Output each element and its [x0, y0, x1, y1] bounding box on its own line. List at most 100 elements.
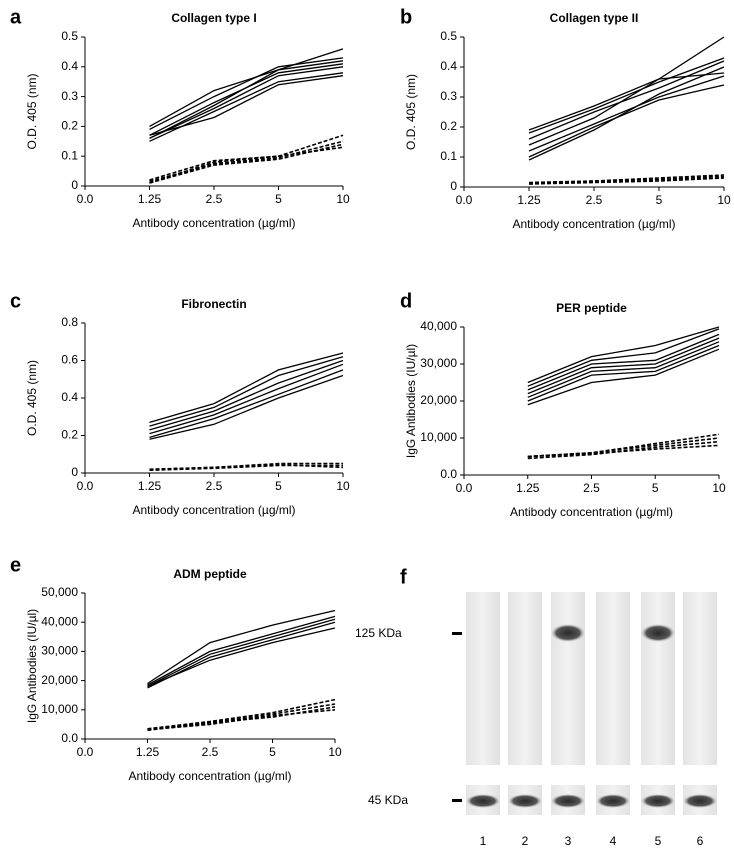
lane-label: 4	[610, 834, 617, 848]
y-tick-label: 0	[450, 179, 457, 193]
chart-title: PER peptide	[556, 301, 627, 315]
y-axis-label: IgG Antibodies (IU/µl)	[404, 344, 418, 458]
x-tick-label: 10	[336, 479, 350, 493]
x-axis-label: Antibody concentration (µg/ml)	[510, 505, 673, 519]
x-tick-label: 2.5	[586, 193, 603, 207]
data-line	[527, 433, 720, 458]
blot-band	[641, 624, 675, 642]
data-line	[527, 444, 720, 458]
lane-label: 2	[522, 834, 529, 848]
data-line	[149, 48, 344, 127]
y-tick-label: 0	[71, 465, 78, 479]
y-tick-label: 0.2	[61, 428, 78, 442]
x-tick-label: 5	[269, 745, 276, 759]
lane-label: 3	[565, 834, 572, 848]
data-line	[527, 348, 720, 406]
blot-band	[551, 794, 585, 808]
data-line	[149, 72, 344, 142]
blot-band	[683, 794, 717, 808]
data-line	[149, 369, 344, 439]
panel-letter: f	[400, 566, 407, 588]
y-tick-label: 0.3	[61, 89, 78, 103]
data-line	[147, 609, 336, 685]
chart-title: ADM peptide	[173, 567, 247, 581]
lane-label: 1	[480, 834, 487, 848]
x-tick-label: 0.0	[77, 479, 94, 493]
lane-label: 5	[655, 834, 662, 848]
y-tick-label: 50,000	[41, 585, 78, 599]
data-line	[527, 326, 720, 384]
y-tick-label: 30,000	[420, 356, 457, 370]
panel-letter: a	[10, 6, 22, 28]
marker-dash	[452, 632, 462, 635]
data-line	[147, 709, 336, 731]
x-axis-label: Antibody concentration (µg/ml)	[513, 217, 676, 231]
y-tick-label: 10,000	[41, 702, 78, 716]
data-line	[147, 615, 336, 686]
data-line	[147, 618, 336, 687]
data-line	[147, 627, 336, 687]
y-tick-label: 0.4	[61, 390, 78, 404]
panel-letter: b	[400, 6, 412, 28]
y-tick-label: 20,000	[420, 393, 457, 407]
data-line	[147, 703, 336, 731]
blot-lane	[683, 592, 717, 765]
x-tick-label: 1.25	[517, 193, 541, 207]
data-line	[528, 72, 725, 146]
panel-letter: d	[400, 290, 412, 312]
data-line	[527, 328, 720, 387]
data-line	[149, 140, 344, 183]
x-tick-label: 1.25	[136, 745, 160, 759]
y-axis-label: O.D. 405 (nm)	[25, 73, 39, 149]
x-tick-label: 1.25	[516, 481, 540, 495]
data-line	[528, 57, 725, 134]
data-line	[149, 57, 344, 130]
y-tick-label: 0.5	[440, 29, 457, 43]
data-line	[527, 341, 720, 398]
x-tick-label: 2.5	[206, 192, 223, 206]
y-tick-label: 0.6	[61, 353, 78, 367]
data-line	[528, 75, 725, 152]
chart: b Collagen type II Antibody concentration …	[400, 6, 731, 231]
data-line	[528, 60, 725, 140]
chart-title: Collagen type I	[171, 11, 256, 25]
y-axis-label: O.D. 405 (nm)	[404, 74, 418, 150]
data-line	[147, 621, 336, 689]
data-line	[527, 333, 720, 391]
data-line	[528, 177, 725, 185]
y-tick-label: 0	[71, 178, 78, 192]
data-line	[149, 463, 344, 471]
y-tick-label: 0.1	[440, 149, 457, 163]
data-line	[147, 706, 336, 731]
x-axis-label: Antibody concentration (µg/ml)	[129, 769, 292, 783]
chart: c Fibronectin Antibody concentration (µg/m…	[10, 290, 350, 517]
y-tick-label: 0.3	[440, 89, 457, 103]
y-tick-label: 40,000	[41, 614, 78, 628]
y-tick-label: 0.0	[61, 731, 78, 745]
marker-dash	[452, 799, 462, 802]
blot: 125 KDa 45 KDa	[355, 626, 462, 807]
x-tick-label: 5	[275, 192, 282, 206]
x-tick-label: 1.25	[138, 192, 162, 206]
blot-band	[551, 624, 585, 642]
blot-lane	[551, 592, 585, 765]
data-line	[528, 84, 725, 158]
y-tick-label: 10,000	[420, 430, 457, 444]
data-line	[528, 66, 725, 161]
y-tick-label: 30,000	[41, 644, 78, 658]
chart: d PER peptide Antibody concentration (µg/m…	[400, 290, 726, 519]
data-line	[528, 175, 725, 184]
blot-lane	[466, 592, 500, 765]
y-tick-label: 0.4	[440, 59, 457, 73]
x-tick-label: 10	[712, 481, 726, 495]
y-tick-label: 20,000	[41, 673, 78, 687]
data-line	[149, 75, 344, 136]
data-line	[149, 359, 344, 431]
chart-title: Collagen type II	[550, 11, 639, 25]
blot-band	[596, 794, 630, 808]
y-tick-label: 0.2	[61, 119, 78, 133]
panel-letter: e	[10, 554, 21, 576]
y-tick-label: 0.1	[61, 148, 78, 162]
data-line	[149, 374, 344, 440]
